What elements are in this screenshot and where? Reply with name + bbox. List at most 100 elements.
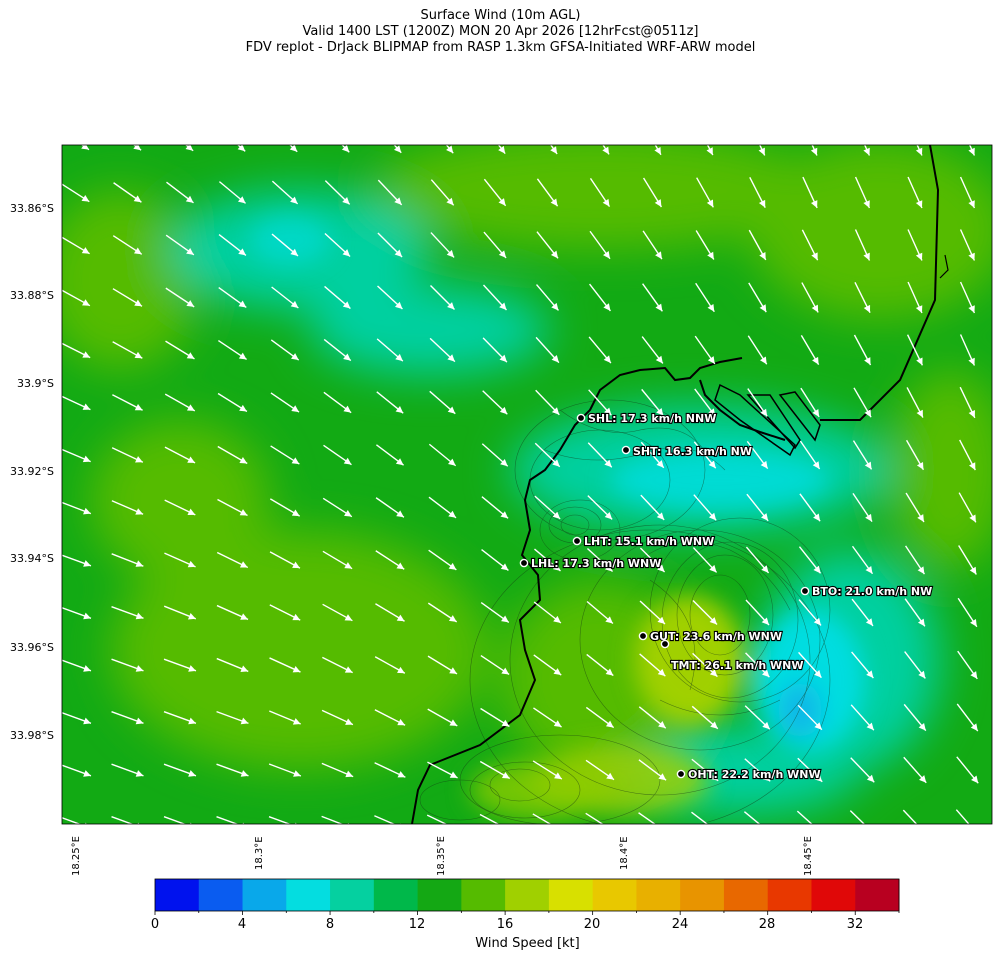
wind-arrowhead (290, 196, 298, 204)
wind-arrowhead (397, 666, 405, 674)
wind-arrowhead (918, 670, 926, 679)
wind-arrowhead (917, 566, 925, 575)
wind-arrowhead (238, 300, 247, 308)
wind-arrowhead (449, 667, 457, 674)
wind-arrowhead (449, 719, 458, 726)
station-marker-lht[interactable] (572, 536, 582, 546)
wind-arrowhead (605, 564, 613, 572)
wind-arrowhead (81, 194, 90, 202)
wind-arrowhead (341, 145, 350, 153)
wind-arrowhead (83, 717, 91, 725)
wind-arrowhead (654, 146, 661, 155)
wind-arrow (743, 811, 761, 824)
wind-arrowhead (186, 300, 195, 307)
wind-arrowhead (135, 560, 144, 567)
station-marker-oht[interactable] (676, 769, 686, 779)
wind-arrowhead (814, 774, 823, 782)
wind-arrowhead (133, 145, 142, 151)
station-marker-sht[interactable] (621, 445, 631, 455)
colorbar-bin (155, 879, 200, 911)
wind-arrowhead (916, 357, 923, 366)
wind-arrowhead (83, 507, 91, 515)
lon-label: 18.25°E (71, 836, 82, 876)
wind-arrowhead (763, 826, 771, 833)
wind-arrowhead (655, 355, 663, 364)
wind-arrowhead (916, 461, 924, 470)
wind-arrowhead (186, 247, 194, 255)
wind-arrowhead (552, 511, 561, 519)
wind-arrowhead (342, 249, 351, 257)
wind-arrowhead (656, 407, 664, 416)
wind-arrowhead (656, 512, 665, 520)
wind-arrowhead (706, 199, 714, 208)
wind-arrowhead (498, 145, 506, 154)
colorbar-bin (592, 879, 637, 911)
wind-arrowhead (918, 775, 927, 783)
wind-arrowhead (551, 407, 560, 415)
wind-arrowhead (292, 613, 301, 621)
colorbar-tick-label: 8 (325, 917, 335, 932)
wind-arrowhead (761, 565, 769, 573)
wind-arrowhead (393, 145, 402, 153)
colorbar-tick-label: 24 (671, 917, 689, 932)
wind-arrowhead (969, 566, 977, 575)
wind-arrowhead (917, 514, 924, 522)
wind-arrowhead (134, 403, 143, 411)
wind-arrowhead (865, 618, 873, 626)
colorbar-bin (198, 879, 244, 911)
wind-arrowhead (240, 770, 249, 777)
colorbar-frame (154, 878, 900, 912)
wind-arrowhead (707, 356, 715, 364)
lon-label: 18.45°E (803, 836, 814, 876)
wind-arrowhead (344, 509, 352, 517)
wind-arrowhead (237, 145, 246, 152)
wind-arrowhead (602, 198, 610, 207)
colorbar-bin (330, 879, 375, 911)
station-marker-gut[interactable] (638, 631, 648, 641)
wind-arrowhead (915, 252, 923, 261)
wind-arrowhead (607, 825, 615, 832)
wind-arrowhead (707, 303, 715, 312)
wind-arrowhead (501, 667, 510, 675)
wind-arrowhead (762, 721, 770, 730)
wind-arrowhead (971, 775, 979, 784)
wind-arrowhead (970, 618, 977, 627)
wind-arrowhead (187, 612, 196, 620)
wind-arrowhead (135, 456, 143, 463)
wind-arrowhead (657, 668, 666, 677)
wind-arrowhead (654, 199, 662, 207)
station-label-tmt: TMT: 26.1 km/h WNW (671, 659, 803, 672)
station-marker-lhl[interactable] (519, 558, 529, 568)
wind-arrowhead (449, 771, 458, 778)
wind-arrowhead (762, 669, 770, 678)
wind-arrowhead (866, 774, 875, 783)
colorbar-tick-label: 28 (758, 917, 776, 932)
wind-arrowhead (291, 353, 299, 361)
wind-arrowhead (863, 252, 870, 261)
wind-arrow (849, 810, 866, 824)
wind-arrowhead (500, 563, 509, 571)
wind-arrowhead (603, 303, 611, 311)
wind-arrow (955, 809, 970, 824)
wind-arrowhead (550, 146, 558, 155)
wind-arrowhead (396, 614, 405, 622)
wind-arrow (902, 809, 918, 824)
station-marker-bto[interactable] (800, 586, 810, 596)
wind-arrowhead (396, 562, 405, 570)
wind-arrowhead (186, 404, 195, 411)
wind-arrowhead (396, 510, 404, 518)
station-marker-shl[interactable] (576, 413, 586, 423)
wind-arrowhead (813, 513, 821, 522)
lat-label: 33.96°S (10, 641, 54, 654)
wind-arrowhead (342, 196, 350, 205)
wind-arrowhead (915, 305, 923, 314)
wind-arrowhead (605, 720, 614, 728)
wind-arrowhead (501, 615, 509, 623)
lon-label: 18.35°E (436, 836, 447, 876)
wind-arrowhead (813, 565, 821, 574)
station-marker-tmt[interactable] (660, 639, 670, 649)
wind-arrowhead (711, 826, 719, 833)
wind-arrow (585, 812, 604, 824)
wind-arrowhead (500, 459, 508, 467)
wind-arrow (111, 816, 134, 824)
